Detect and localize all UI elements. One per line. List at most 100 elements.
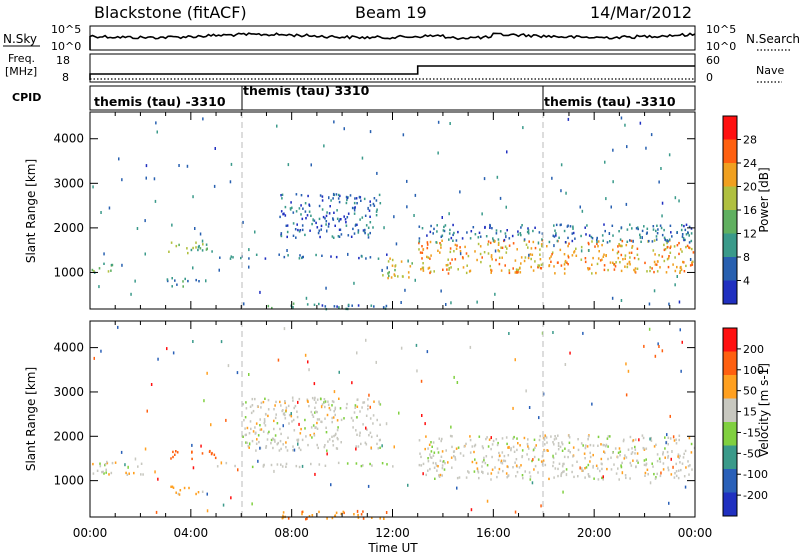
echo-cell	[690, 451, 693, 454]
echo-cell	[601, 476, 603, 480]
echo-cell	[364, 214, 367, 217]
echo-cell	[430, 441, 432, 444]
echo-cell	[597, 478, 600, 481]
echo-cell	[456, 476, 459, 480]
echo-cell	[554, 229, 556, 232]
echo-cell	[369, 221, 372, 224]
echo-cell	[346, 198, 348, 202]
echo-cell	[376, 208, 378, 211]
echo-cell	[315, 410, 317, 413]
echo-cell	[607, 435, 610, 438]
echo-cell	[356, 433, 358, 436]
echo-cell	[508, 244, 511, 247]
echo-cell	[567, 236, 569, 240]
echo-cell	[333, 410, 335, 413]
echo-cell	[605, 443, 608, 447]
echo-cell	[643, 463, 646, 467]
echo-cell	[477, 469, 479, 472]
echo-cell	[568, 434, 570, 437]
echo-cell	[517, 442, 519, 445]
echo-cell	[481, 460, 484, 464]
echo-cell	[157, 477, 159, 481]
echo-cell	[690, 442, 693, 446]
echo-cell	[516, 248, 518, 251]
echo-cell	[337, 197, 340, 200]
echo-cell	[624, 123, 626, 127]
echo-cell	[487, 252, 490, 255]
echo-cell	[387, 272, 389, 275]
echo-cell	[681, 235, 684, 238]
echo-cell	[298, 230, 301, 233]
echo-cell	[648, 302, 651, 306]
echo-cell	[443, 225, 445, 229]
echo-cell	[121, 178, 123, 182]
echo-cell	[232, 256, 234, 259]
echo-cell	[556, 261, 559, 264]
echo-cell	[497, 243, 500, 246]
echo-cell	[660, 471, 662, 475]
echo-cell	[490, 271, 492, 274]
echo-cell	[292, 222, 295, 225]
echo-cell	[282, 409, 284, 412]
echo-cell	[326, 449, 328, 452]
echo-cell	[330, 199, 332, 202]
echo-cell	[336, 305, 338, 308]
echo-cell	[566, 261, 568, 264]
echo-cell	[621, 461, 623, 465]
echo-cell	[523, 436, 526, 440]
echo-cell	[407, 271, 410, 274]
echo-cell	[603, 253, 605, 256]
echo-cell	[347, 303, 350, 307]
echo-cell	[422, 268, 424, 271]
echo-cell	[507, 474, 510, 477]
echo-cell	[324, 444, 326, 447]
echo-cell	[566, 225, 569, 228]
echo-cell	[369, 231, 371, 235]
echo-cell	[310, 426, 313, 429]
echo-cell	[489, 241, 492, 245]
echo-cell	[550, 260, 552, 263]
echo-cell	[358, 256, 360, 260]
echo-cell	[247, 445, 250, 448]
echo-cell	[246, 426, 249, 430]
echo-cell	[316, 410, 318, 414]
echo-cell	[326, 229, 328, 233]
echo-cell	[553, 224, 555, 227]
echo-cell	[673, 439, 676, 442]
echo-cell	[440, 243, 442, 247]
echo-cell	[486, 436, 488, 439]
echo-cell	[301, 256, 303, 260]
echo-cell	[519, 232, 522, 235]
echo-cell	[422, 462, 425, 466]
echo-cell	[588, 242, 590, 246]
echo-cell	[643, 225, 645, 228]
echo-cell	[195, 278, 197, 282]
echo-cell	[294, 404, 297, 408]
echo-cell	[121, 263, 123, 267]
echo-cell	[362, 464, 364, 467]
echo-cell	[421, 227, 424, 230]
echo-cell	[313, 303, 316, 306]
echo-cell	[347, 234, 350, 237]
x-axis-label: Time UT	[367, 541, 418, 554]
echo-cell	[166, 278, 169, 281]
echo-cell	[385, 304, 388, 308]
echo-cell	[443, 229, 446, 233]
echo-cell	[666, 258, 669, 261]
echo-cell	[175, 491, 177, 494]
echo-cell	[422, 262, 424, 265]
echo-cell	[539, 434, 541, 438]
echo-cell	[370, 435, 373, 439]
echo-cell	[331, 420, 333, 424]
echo-cell	[542, 392, 545, 396]
echo-cell	[515, 458, 518, 461]
echo-cell	[369, 462, 371, 466]
echo-cell	[248, 442, 251, 446]
echo-cell	[500, 459, 503, 462]
echo-cell	[665, 271, 668, 274]
echo-cell	[298, 207, 301, 210]
echo-cell	[476, 467, 479, 470]
echo-cell	[436, 469, 438, 472]
echo-cell	[259, 418, 261, 421]
echo-cell	[598, 250, 600, 253]
